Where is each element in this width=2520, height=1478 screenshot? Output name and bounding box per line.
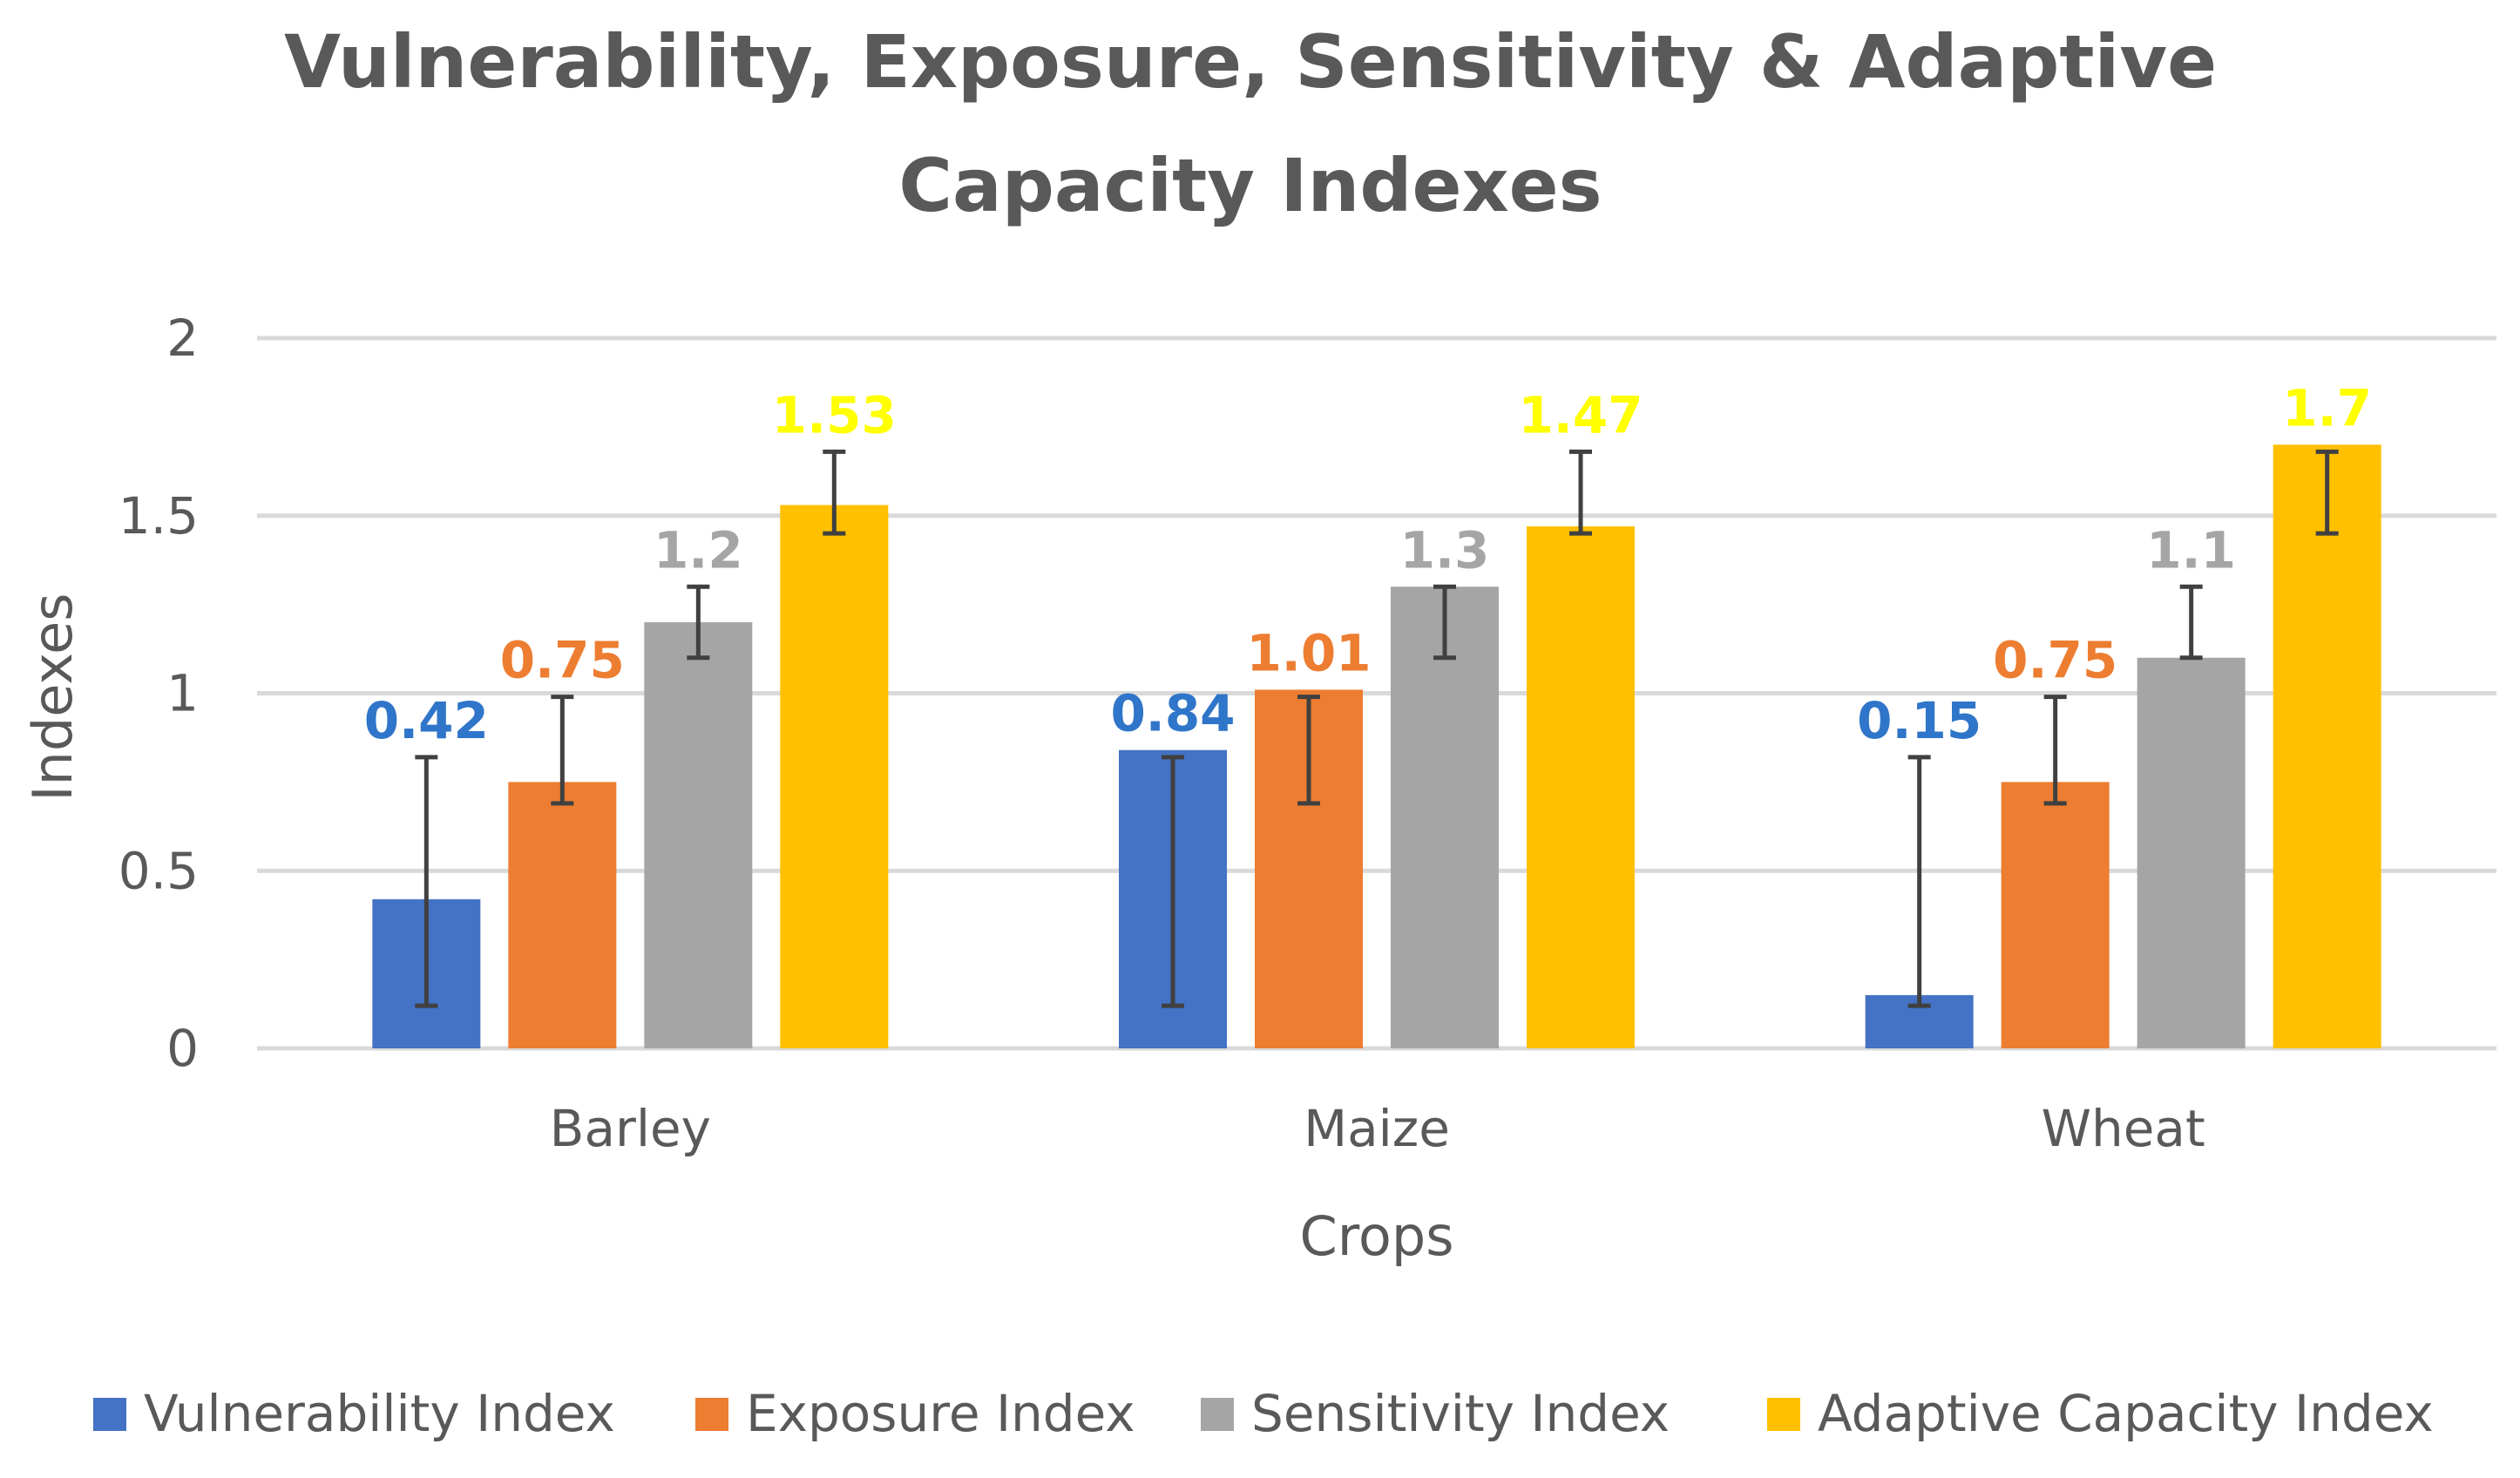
- y-axis-title: Indexes: [21, 593, 85, 801]
- legend-swatch-2: [1201, 1398, 1234, 1431]
- data-label-wheat-series-0: 0.15: [1857, 691, 1981, 750]
- data-labels: 0.420.751.21.530.841.011.31.470.150.751.…: [364, 378, 2372, 750]
- chart-title-line-1: Vulnerability, Exposure, Sensitivity & A…: [284, 19, 2217, 105]
- bar-wheat-series-1: [2001, 782, 2110, 1048]
- y-tick-label: 1.5: [119, 486, 199, 546]
- data-label-barley-series-2: 1.2: [654, 520, 743, 580]
- bar-barley-series-2: [644, 622, 753, 1048]
- legend-label-2: Sensitivity Index: [1251, 1384, 1670, 1443]
- y-tick-label: 2: [166, 308, 199, 368]
- legend-swatch-0: [93, 1398, 126, 1431]
- gridlines: [257, 336, 2496, 1051]
- bar-maize-series-2: [1391, 586, 1499, 1048]
- x-axis-ticks: Barley Maize Wheat: [550, 1099, 2205, 1158]
- data-label-wheat-series-1: 0.75: [1993, 631, 2117, 690]
- y-tick-label: 0: [166, 1019, 199, 1078]
- legend-label-1: Exposure Index: [746, 1384, 1135, 1443]
- data-label-maize-series-0: 0.84: [1110, 684, 1235, 743]
- legend-swatch-3: [1767, 1398, 1800, 1431]
- data-label-barley-series-0: 0.42: [364, 691, 489, 750]
- x-tick-label-maize: Maize: [1304, 1099, 1450, 1158]
- bar-barley-series-3: [780, 505, 889, 1048]
- legend: Vulnerability Index Exposure Index Sensiti…: [93, 1384, 2434, 1443]
- y-tick-label: 0.5: [119, 841, 199, 900]
- y-axis-ticks: 0 0.5 1 1.5 2: [119, 308, 199, 1078]
- chart-title-line-2: Capacity Indexes: [898, 143, 1602, 228]
- legend-label-3: Adaptive Capacity Index: [1818, 1384, 2434, 1443]
- y-tick-label: 1: [166, 664, 199, 723]
- data-label-maize-series-2: 1.3: [1400, 520, 1490, 580]
- data-label-wheat-series-2: 1.1: [2146, 520, 2236, 580]
- bar-wheat-series-2: [2137, 657, 2246, 1048]
- x-tick-label-barley: Barley: [550, 1099, 711, 1158]
- x-tick-label-wheat: Wheat: [2042, 1099, 2205, 1158]
- legend-label-0: Vulnerability Index: [144, 1384, 615, 1443]
- chart-title: Vulnerability, Exposure, Sensitivity & A…: [284, 19, 2217, 228]
- legend-swatch-1: [695, 1398, 728, 1431]
- bars: [372, 444, 2381, 1048]
- data-label-barley-series-1: 0.75: [500, 631, 625, 690]
- bar-barley-series-1: [508, 782, 617, 1048]
- data-label-wheat-series-3: 1.7: [2282, 378, 2372, 437]
- data-label-maize-series-1: 1.01: [1246, 623, 1371, 682]
- data-label-maize-series-3: 1.47: [1518, 385, 1643, 444]
- data-label-barley-series-3: 1.53: [772, 385, 897, 444]
- x-axis-title: Crops: [1299, 1204, 1453, 1268]
- error-bars: [415, 449, 2339, 1008]
- bar-maize-series-3: [1527, 525, 1635, 1048]
- bar-wheat-series-3: [2273, 444, 2381, 1048]
